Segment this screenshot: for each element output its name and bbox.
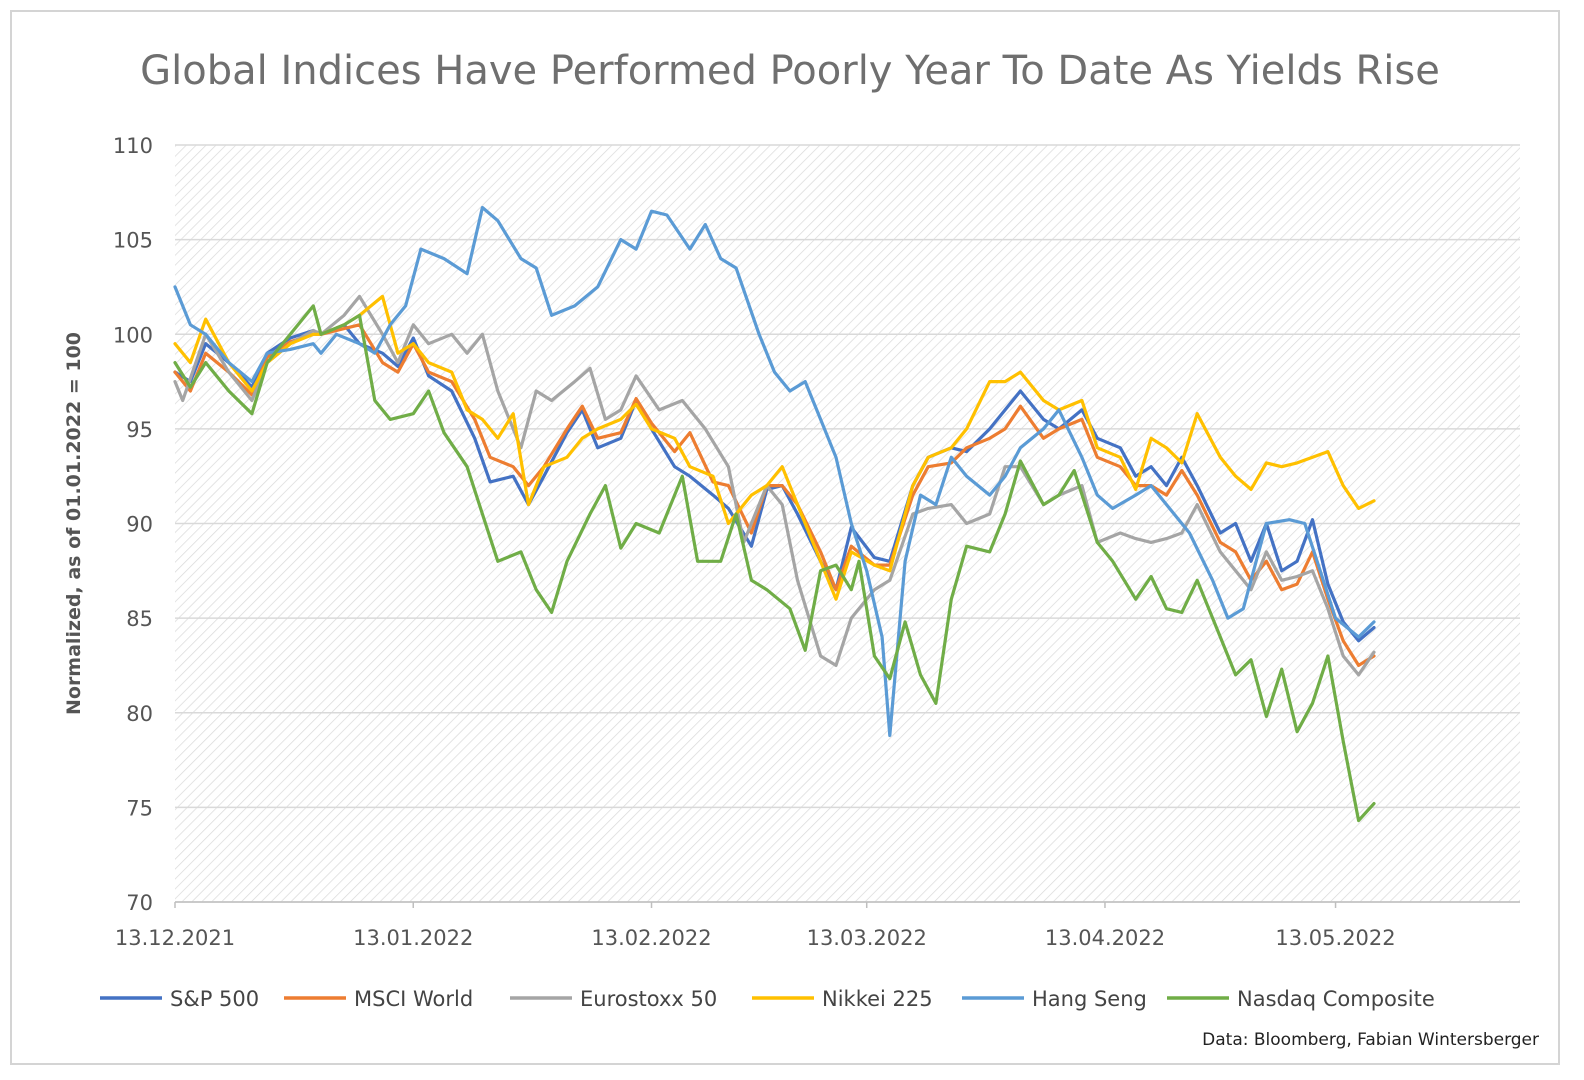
legend-item: Eurostoxx 50 xyxy=(510,987,717,1011)
x-tick-label: 13.12.2021 xyxy=(115,926,235,950)
y-axis: 70 75 80 85 90 95 100 105 110 xyxy=(113,134,153,915)
y-tick-label: 105 xyxy=(113,229,153,253)
legend-item: Nikkei 225 xyxy=(752,987,933,1011)
x-tick-label: 13.02.2022 xyxy=(591,926,711,950)
y-tick-label: 100 xyxy=(113,323,153,347)
x-tick-label: 13.01.2022 xyxy=(353,926,473,950)
legend-item: Nasdaq Composite xyxy=(1167,987,1435,1011)
legend-label: Hang Seng xyxy=(1032,987,1147,1011)
series-line-2 xyxy=(173,294,1376,677)
y-tick-label: 95 xyxy=(126,418,153,442)
series-line-5 xyxy=(173,304,1376,823)
legend-label: Nasdaq Composite xyxy=(1237,987,1435,1011)
series-line-0 xyxy=(173,323,1376,643)
legend-item: S&P 500 xyxy=(100,987,259,1011)
y-tick-label: 75 xyxy=(126,796,153,820)
chart-frame: Global Indices Have Performed Poorly Yea… xyxy=(10,10,1560,1065)
series-line-1 xyxy=(173,323,1376,668)
y-tick-label: 70 xyxy=(126,891,153,915)
chart-title: Global Indices Have Performed Poorly Yea… xyxy=(140,48,1440,94)
legend-item: Hang Seng xyxy=(962,987,1147,1011)
legend-label: Nikkei 225 xyxy=(822,987,933,1011)
source-note: Data: Bloomberg, Fabian Wintersberger xyxy=(1202,1030,1539,1050)
legend-item: MSCI World xyxy=(284,987,473,1011)
series-line-4 xyxy=(173,205,1376,738)
x-tick-label: 13.03.2022 xyxy=(807,926,927,950)
legend-label: S&P 500 xyxy=(170,987,259,1011)
y-tick-label: 110 xyxy=(113,134,153,158)
legend: S&P 500 MSCI World Eurostoxx 50 Nikkei 225 H… xyxy=(100,987,1435,1011)
y-axis-title: Normalized, as of 01.01.2022 = 100 xyxy=(63,332,85,715)
series-lines xyxy=(173,205,1376,823)
y-tick-label: 85 xyxy=(126,607,153,631)
y-tick-label: 80 xyxy=(126,702,153,726)
chart: Global Indices Have Performed Poorly Yea… xyxy=(63,48,1539,1050)
x-tick-label: 13.04.2022 xyxy=(1045,926,1165,950)
y-tick-label: 90 xyxy=(126,513,153,537)
legend-label: Eurostoxx 50 xyxy=(580,987,717,1011)
legend-label: MSCI World xyxy=(354,987,473,1011)
x-axis: 13.12.2021 13.01.2022 13.02.2022 13.03.2022… xyxy=(115,901,1520,950)
series-line-3 xyxy=(173,294,1376,601)
x-tick-label: 13.05.2022 xyxy=(1275,926,1395,950)
